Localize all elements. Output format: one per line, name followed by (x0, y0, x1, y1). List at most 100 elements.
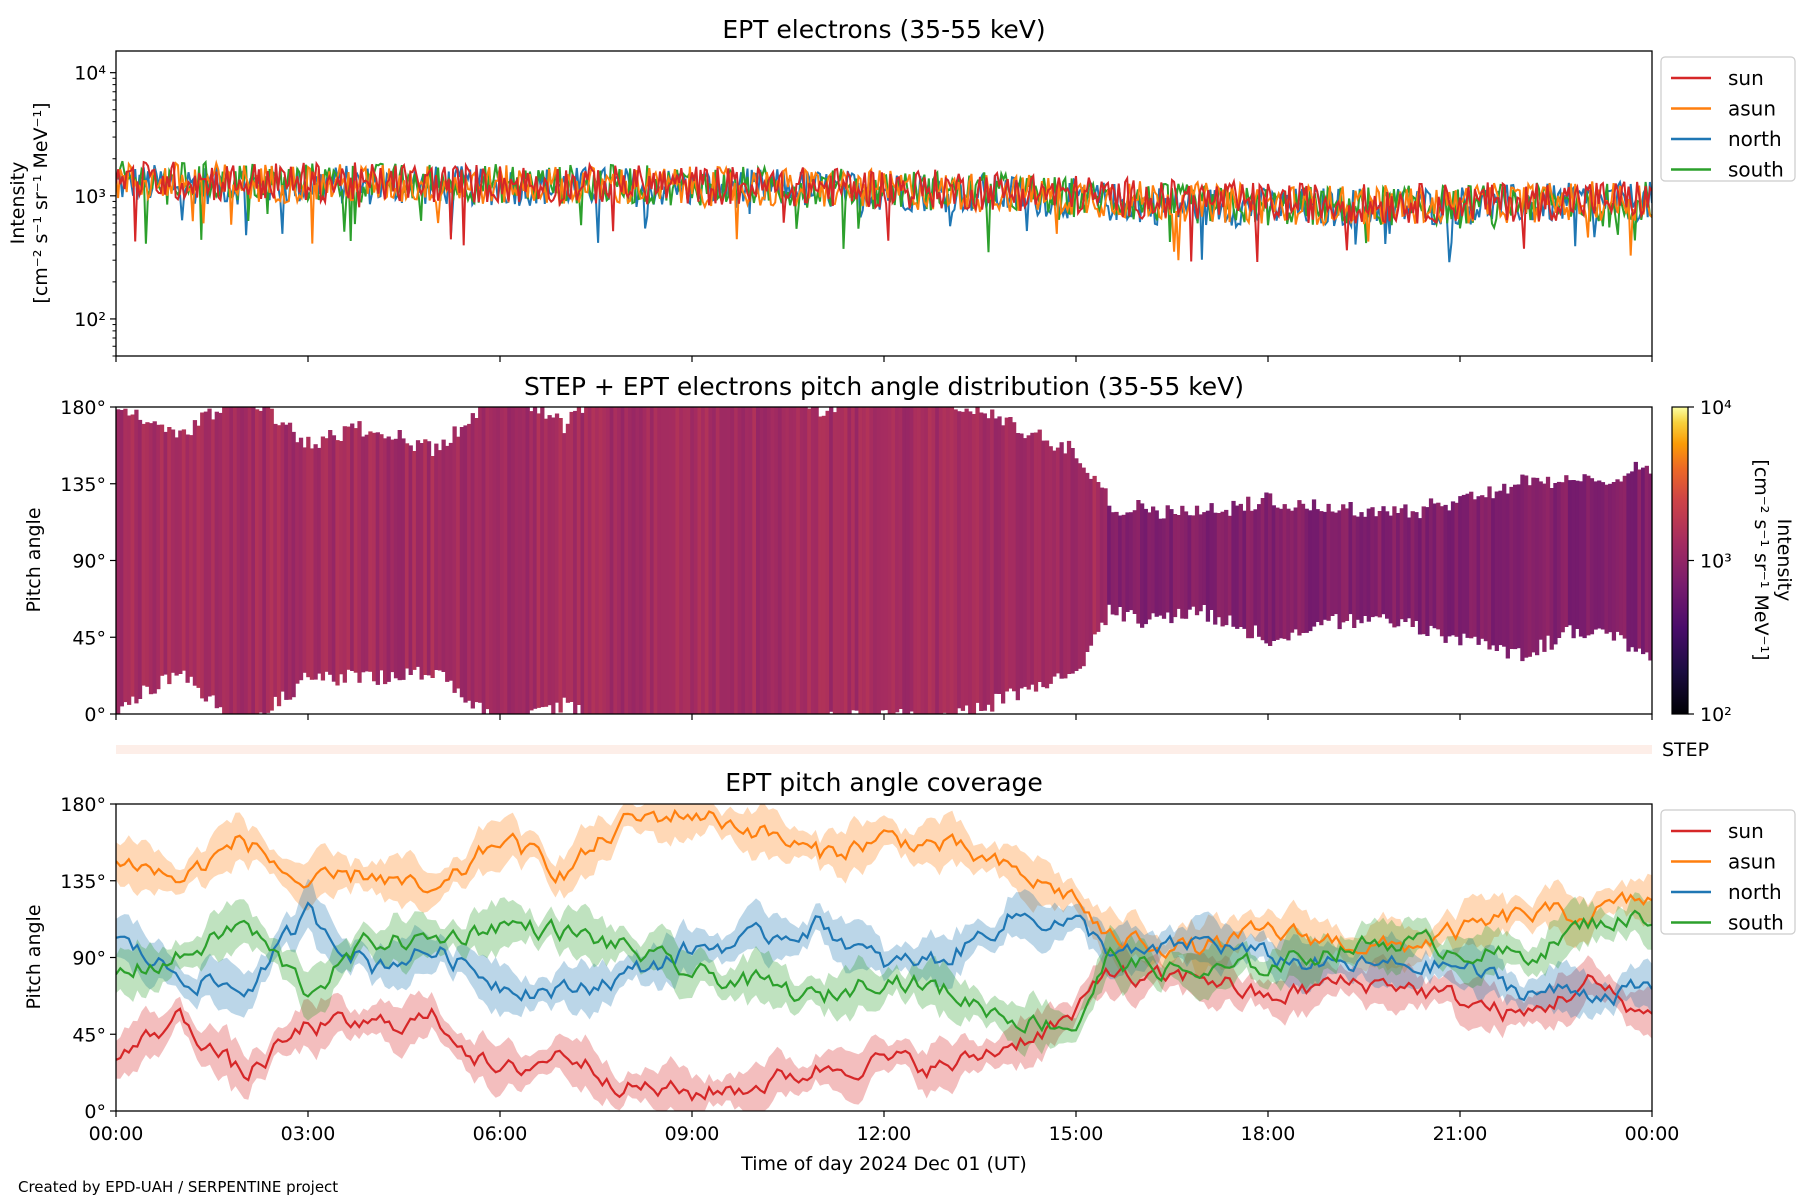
pad-heatmap-cell (536, 413, 541, 708)
pad-heatmap-cell (858, 407, 863, 714)
pad-heatmap-cell (1403, 504, 1408, 622)
pad-heatmap-cell (273, 423, 278, 697)
pad-heatmap-cell (192, 420, 198, 686)
pad-heatmap-cell (1107, 505, 1112, 605)
pad-heatmap-cell (595, 407, 600, 714)
pad-heatmap-cell (313, 444, 318, 680)
pad-heatmap-cell (1648, 473, 1652, 661)
pad-heatmap-cell (1099, 487, 1105, 623)
coverage-xticks: 00:00 03:00 06:00 09:00 12:00 15:00 18:00 21:00… (89, 1111, 1679, 1145)
pad-heatmap-cell (1260, 498, 1265, 641)
intensity-ytick-label: 10⁴ (74, 63, 106, 85)
pad-heatmap-cell (818, 416, 823, 714)
pad-heatmap-cell (1224, 509, 1229, 626)
pad-heatmap-cell (247, 407, 252, 714)
coverage-xtick-label: 15:00 (1049, 1123, 1104, 1145)
pad-heatmap-cell (1033, 432, 1039, 692)
intensity-yticks: 10² 10³ 10⁴ (74, 63, 116, 357)
pad-heatmap-cell (1319, 511, 1324, 626)
pad-heatmap-cell (1604, 484, 1609, 634)
pad-heatmap-cell (938, 407, 944, 714)
intensity-xtick-marks (115, 356, 1653, 362)
coverage-bands (116, 804, 1652, 1111)
pad-heatmap-cell (573, 410, 578, 714)
pad-heatmap-cell (1509, 486, 1514, 649)
pad-heatmap-cell (814, 407, 819, 714)
pad-heatmap-cell (478, 407, 483, 703)
pad-heatmap-cell (200, 412, 205, 699)
pad-heatmap-cell (551, 417, 556, 714)
pad-heatmap-cell (1041, 440, 1046, 688)
pad-heatmap-cell (562, 433, 567, 698)
pad-heatmap-cell (708, 407, 713, 714)
pad-ytick-label: 180° (60, 397, 106, 419)
coverage-xtick-label: 21:00 (1433, 1123, 1488, 1145)
pad-heatmap-cell (1417, 518, 1423, 635)
pad-heatmap-cell (1553, 483, 1558, 645)
coverage-legend-label-asun: asun (1728, 850, 1776, 874)
pad-heatmap-cell (218, 412, 223, 708)
coverage-ytick-label: 180° (60, 794, 106, 816)
pad-heatmap-cell (1114, 511, 1119, 616)
pad-heatmap-cell (145, 422, 150, 687)
pad-heatmap-cell (690, 407, 695, 714)
pad-heatmap-cell (324, 438, 329, 672)
pad-heatmap-cell (1582, 474, 1587, 639)
pad-heatmap-cell (1044, 440, 1050, 689)
pad-heatmap-cell (1077, 463, 1083, 669)
pad-heatmap-cell (1315, 509, 1320, 622)
pad-heatmap-cell (1194, 505, 1200, 616)
pad-heatmap-cell (851, 407, 856, 711)
pad-heatmap-cell (306, 436, 311, 678)
pad-heatmap-cell (1227, 515, 1233, 616)
pad-heatmap-cell (339, 441, 344, 675)
coverage-series-north (116, 901, 1652, 1007)
step-strip (116, 745, 1652, 754)
pad-heatmap-cell (1279, 508, 1284, 639)
pad-heatmap-cell (902, 407, 907, 714)
coverage-xtick-label: 12:00 (857, 1123, 912, 1145)
pad-heatmap-cell (1505, 493, 1510, 659)
pad-heatmap-cell (1407, 517, 1412, 619)
pad-heatmap-cell (997, 416, 1002, 694)
pad-heatmap-cell (565, 423, 571, 703)
pad-heatmap-cell (591, 407, 596, 714)
pad-heatmap-cell (1439, 506, 1445, 637)
coverage-xtick-label: 06:00 (473, 1123, 528, 1145)
pad-heatmap-cell (514, 407, 519, 714)
pad-heatmap-cell (423, 439, 428, 675)
pad-heatmap-cell (1355, 516, 1361, 620)
pad-heatmap-cell (1469, 491, 1474, 639)
pad-heatmap-cell (335, 440, 340, 686)
pad-heatmap-cell (390, 439, 395, 673)
pad-heatmap-cell (1414, 512, 1419, 621)
pad-heatmap-cell (1246, 496, 1251, 639)
pad-heatmap-cell (481, 407, 486, 714)
pad-heatmap-cell (935, 407, 940, 714)
pad-heatmap-cell (1337, 510, 1342, 630)
pad-heatmap-cell (971, 414, 977, 714)
pad-heatmap-cell (726, 407, 731, 714)
coverage-ytick-label: 135° (60, 871, 106, 893)
pad-heatmap-cell (675, 407, 680, 714)
pad-heatmap-cell (203, 411, 209, 702)
colorbar-label-units: [cm⁻² s⁻¹ sr⁻¹ MeV⁻¹] (1750, 459, 1772, 660)
pad-heatmap-cell (620, 407, 625, 714)
pad-heatmap-cell (628, 407, 633, 714)
pad-heatmap-cell (276, 425, 282, 707)
pad-heatmap-cell (598, 407, 603, 714)
pad-heatmap-cell (968, 411, 973, 714)
pad-heatmap-cell (404, 443, 410, 669)
pad-heatmap-cell (865, 407, 870, 714)
pad-heatmap-cell (1326, 503, 1331, 621)
pad-heatmap-cell (353, 428, 358, 673)
pad-heatmap-cell (1282, 504, 1287, 639)
pad-heatmap-cell (379, 434, 384, 671)
pad-heatmap-cell (1531, 477, 1536, 653)
pad-heatmap-cell (1118, 515, 1123, 607)
pad-heatmap-cell (137, 419, 143, 699)
pad-heatmap-cell (207, 408, 212, 697)
pad-heatmap-cell (1527, 485, 1532, 657)
pad-heatmap-cell (302, 447, 307, 673)
pad-heatmap-cell (1513, 484, 1518, 650)
